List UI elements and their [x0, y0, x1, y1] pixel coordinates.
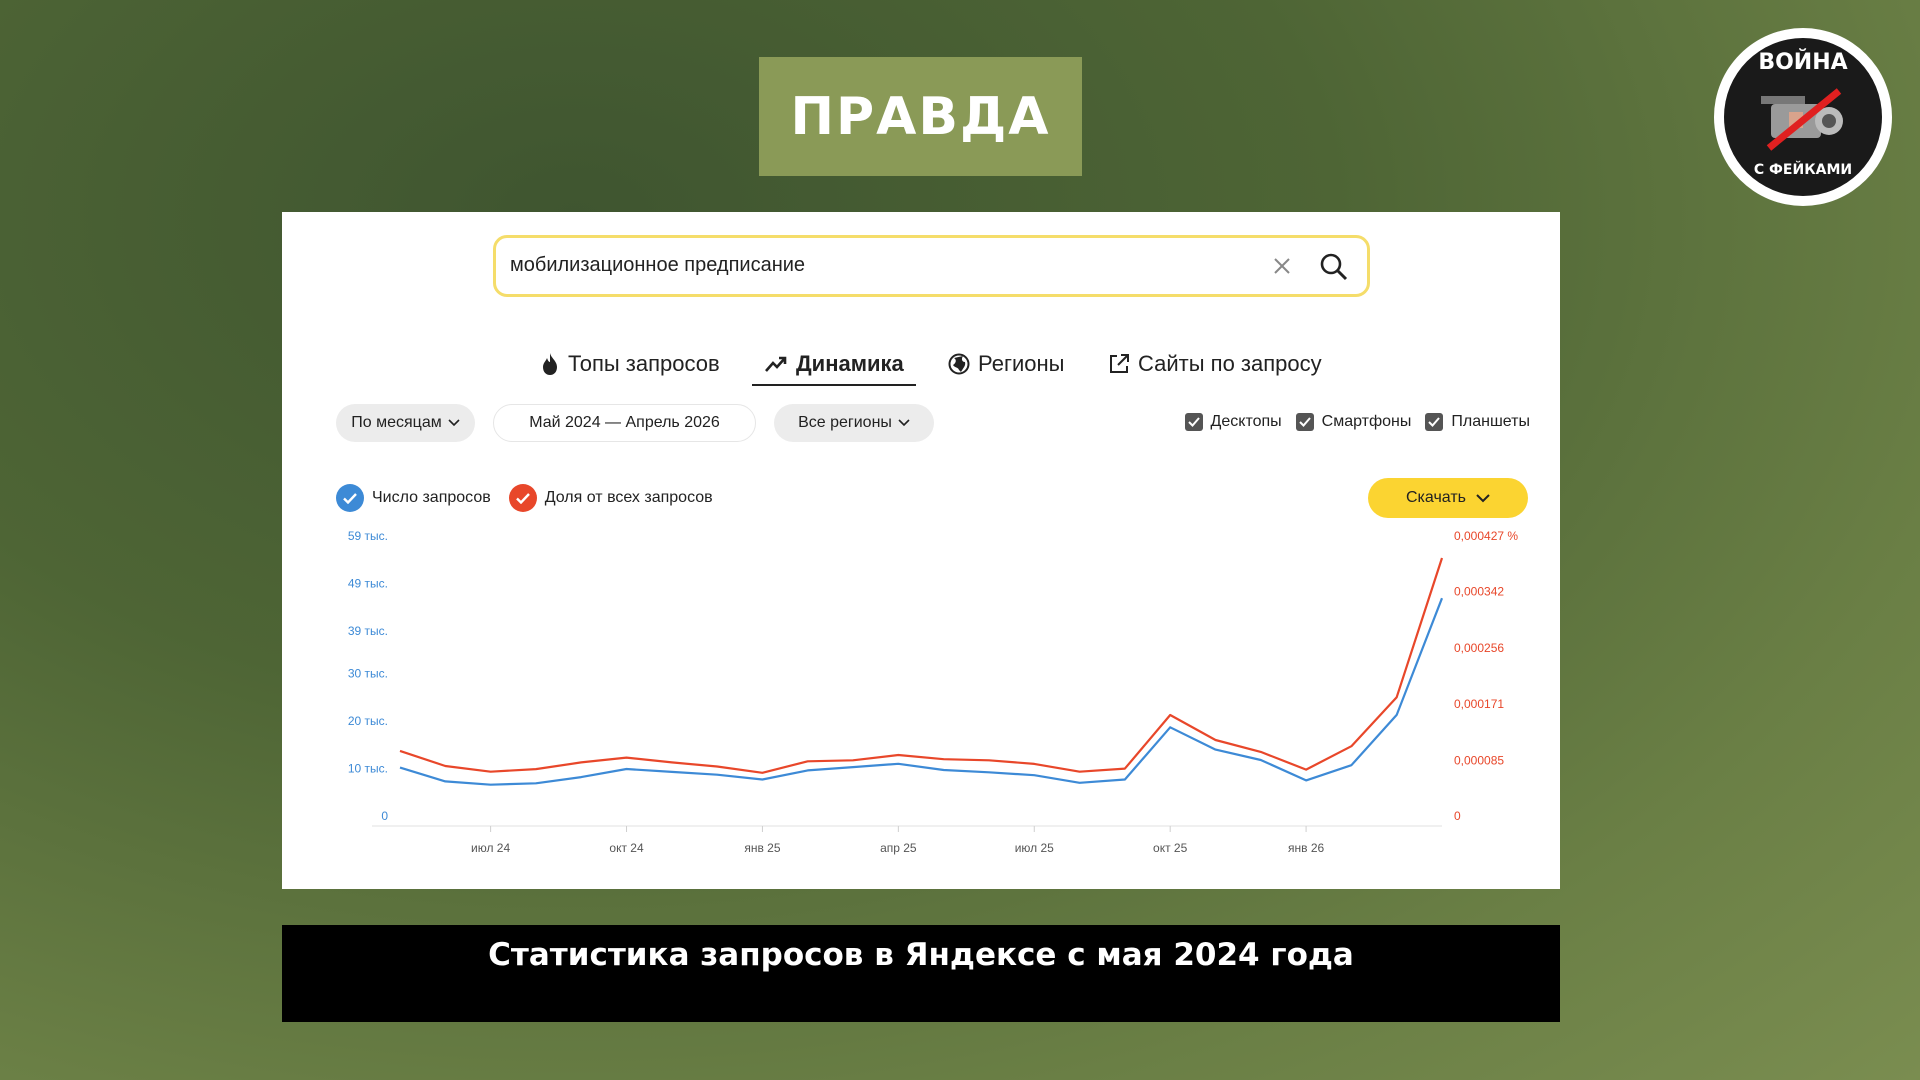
tab-label: Динамика — [796, 351, 904, 376]
search-input[interactable]: мобилизационное предписание — [510, 254, 806, 276]
left-tick-label: 0 — [381, 809, 388, 823]
logo-top-text: ВОЙНА — [1758, 50, 1848, 75]
x-tick-label: окт 24 — [609, 841, 644, 855]
fire-icon — [543, 353, 557, 375]
right-tick-label: 0,000171 — [1454, 697, 1504, 711]
legend-item-count[interactable]: Число запросов — [336, 484, 491, 512]
checkbox-icon[interactable] — [1184, 413, 1203, 431]
trend-icon — [765, 356, 787, 372]
grouping-label: По месяцам — [351, 414, 442, 431]
left-tick-label: 49 тыс. — [348, 576, 388, 590]
right-tick-label: 0 — [1454, 809, 1461, 823]
period-select[interactable]: Май 2024 — Апрель 2026 — [493, 404, 756, 442]
verdict-banner: ПРАВДА — [759, 57, 1082, 176]
camera-icon — [1761, 88, 1843, 151]
search-box[interactable]: мобилизационное предписание — [493, 235, 1370, 297]
chevron-down-icon — [1476, 493, 1490, 502]
device-smartphone[interactable]: Смартфоны — [1295, 413, 1412, 431]
verdict-label: ПРАВДА — [790, 86, 1051, 147]
check-icon[interactable] — [508, 484, 537, 512]
legend-item-share[interactable]: Доля от всех запросов — [508, 484, 713, 512]
left-tick-label: 39 тыс. — [348, 624, 388, 638]
caption-text: Статистика запросов в Яндексе с мая 2024… — [488, 937, 1354, 973]
left-tick-label: 30 тыс. — [348, 667, 388, 681]
search-icon[interactable] — [1319, 252, 1349, 282]
x-tick-label: апр 25 — [880, 841, 917, 855]
download-button[interactable]: Скачать — [1368, 478, 1528, 518]
left-tick-label: 10 тыс. — [348, 762, 388, 776]
globe-icon — [948, 353, 970, 375]
tab-sites[interactable]: Сайты по запросу — [1108, 344, 1322, 384]
logo: ВОЙНА С ФЕЙКАМИ — [1714, 28, 1892, 206]
tab-top-queries[interactable]: Топы запросов — [540, 344, 720, 384]
grouping-select[interactable]: По месяцам — [336, 404, 475, 442]
yandex-wordstat-card: мобилизационное предписание Топы запросо… — [282, 212, 1560, 889]
device-label: Десктопы — [1210, 413, 1282, 430]
line-chart: июл 24 окт 24 янв 25 апр 25 июл 25 окт 25 янв … — [348, 529, 1519, 855]
check-icon[interactable] — [336, 484, 364, 512]
device-tablet[interactable]: Планшеты — [1425, 413, 1530, 431]
legend-label: Число запросов — [372, 489, 491, 506]
chart-legend: Число запросов Доля от всех запросов — [336, 484, 713, 512]
x-tick-label: окт 25 — [1153, 841, 1188, 855]
caption-bar: Статистика запросов в Яндексе с мая 2024… — [282, 925, 1560, 1022]
series-line-share — [399, 557, 1444, 774]
external-link-icon — [1110, 354, 1129, 373]
tab-dynamics[interactable]: Динамика — [752, 344, 916, 386]
logo-bottom-text: С ФЕЙКАМИ — [1753, 162, 1853, 178]
device-label: Смартфоны — [1321, 413, 1412, 430]
right-tick-label: 0,000427 % — [1454, 529, 1518, 543]
left-tick-label: 20 тыс. — [348, 714, 388, 728]
right-tick-label: 0,000085 — [1454, 753, 1504, 767]
right-tick-label: 0,000256 — [1454, 641, 1504, 655]
tab-label: Регионы — [978, 351, 1065, 376]
tab-label: Топы запросов — [568, 351, 720, 376]
series-line-count — [399, 597, 1444, 786]
tab-label: Сайты по запросу — [1138, 351, 1322, 376]
legend-label: Доля от всех запросов — [544, 489, 713, 506]
device-filters: Десктопы Смартфоны Планшеты — [1184, 413, 1530, 431]
tab-regions[interactable]: Регионы — [948, 344, 1064, 384]
x-tick-label: янв 25 — [744, 841, 781, 855]
device-desktop[interactable]: Десктопы — [1184, 413, 1282, 431]
period-label: Май 2024 — Апрель 2026 — [529, 414, 720, 431]
regions-select[interactable]: Все регионы — [774, 404, 934, 442]
chevron-down-icon — [448, 419, 460, 427]
x-tick-label: июл 24 — [471, 841, 510, 855]
x-tick-label: июл 25 — [1015, 841, 1054, 855]
x-tick-label: янв 26 — [1288, 841, 1325, 855]
clear-icon[interactable] — [1271, 255, 1293, 277]
checkbox-icon[interactable] — [1295, 413, 1314, 431]
device-label: Планшеты — [1451, 413, 1530, 430]
left-tick-label: 59 тыс. — [348, 529, 388, 543]
right-tick-label: 0,000342 — [1454, 585, 1504, 599]
chevron-down-icon — [898, 419, 910, 427]
logo-badge: ВОЙНА С ФЕЙКАМИ — [1724, 38, 1882, 196]
download-label: Скачать — [1406, 489, 1466, 506]
checkbox-icon[interactable] — [1425, 413, 1444, 431]
regions-label: Все регионы — [798, 414, 892, 431]
